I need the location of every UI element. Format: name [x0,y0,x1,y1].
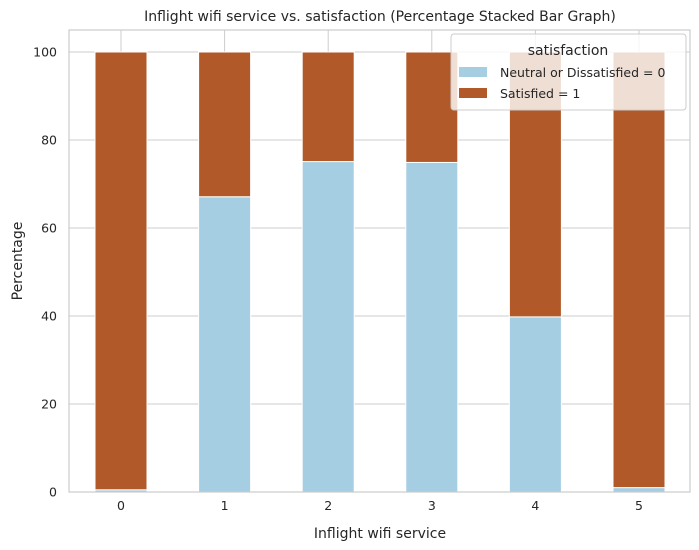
y-tick-label: 60 [41,221,57,236]
bar-satisfied-3 [405,51,459,163]
bar-satisfied-2 [301,51,355,163]
bar-satisfied-1 [198,51,252,198]
chart-title: Inflight wifi service vs. satisfaction (… [144,9,616,25]
y-tick-label: 20 [41,397,57,412]
x-tick-label: 2 [324,498,332,513]
x-tick-label: 5 [635,498,643,513]
y-tick-label: 40 [41,309,57,324]
x-tick-label: 0 [117,498,125,513]
y-tick-label: 0 [49,485,57,500]
legend-swatch-neutral [459,67,487,77]
bar-neutral-1 [198,196,252,493]
plot-frame [68,29,691,493]
legend-box [450,33,687,111]
bar-satisfied-0 [94,51,148,491]
y-tick-labels: 0 20 40 60 80 100 [33,45,57,500]
y-tick-label: 100 [33,45,57,60]
y-axis-label: Percentage [10,222,26,301]
x-axis-label: Inflight wifi service [314,526,446,542]
bar-neutral-5 [612,487,666,493]
x-tick-label: 3 [428,498,436,513]
x-tick-label: 1 [221,498,229,513]
y-tick-label: 80 [41,133,57,148]
bars [94,51,666,493]
legend-label-satisfied: Satisfied = 1 [500,86,580,101]
bar-neutral-3 [405,161,459,493]
x-tick-label: 4 [531,498,539,513]
legend-title: satisfaction [528,43,609,59]
bar-satisfied-5 [612,51,666,489]
bar-neutral-4 [508,316,562,493]
legend-label-neutral: Neutral or Dissatisfied = 0 [500,65,665,80]
bar-neutral-2 [301,161,355,493]
legend-swatch-satisfied [459,88,487,98]
x-tick-labels: 0 1 2 3 4 5 [117,498,643,513]
legend: satisfaction Neutral or Dissatisfied = 0… [450,33,687,111]
